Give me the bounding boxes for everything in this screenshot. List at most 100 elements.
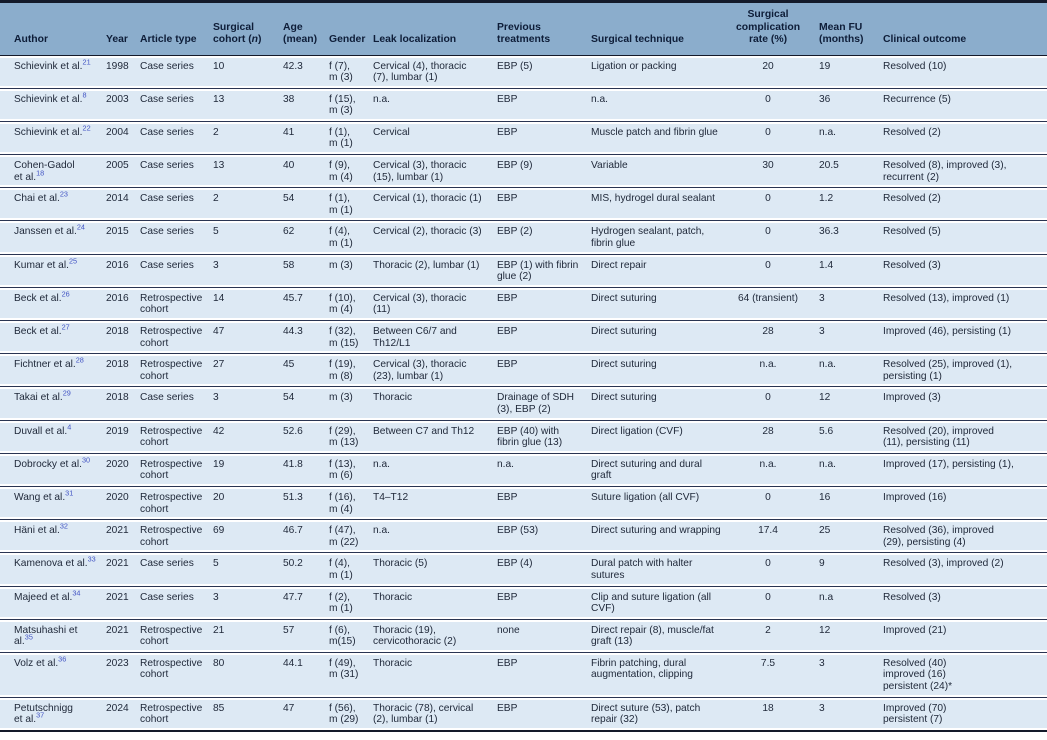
table-row: Duvall et al.4 2019 Retrospective cohort 42… bbox=[0, 420, 1047, 454]
cell-complication: 0 bbox=[729, 88, 819, 122]
citation-reference-link[interactable]: 26 bbox=[61, 289, 70, 299]
cell-author: Duvall et al.4 bbox=[0, 420, 106, 454]
author-name: Fichtner et al. bbox=[14, 359, 76, 371]
author-name: Majeed et al. bbox=[14, 591, 73, 603]
cell-fu: 36 bbox=[819, 88, 883, 122]
citation-reference-link[interactable]: 21 bbox=[82, 57, 91, 67]
cell-technique: Direct suturing and dural graft bbox=[591, 453, 729, 487]
cell-year: 2020 bbox=[106, 486, 140, 521]
cell-previous: EBP bbox=[497, 88, 591, 122]
cell-author: Kumar et al.25 bbox=[0, 254, 106, 288]
cell-outcome: Recurrence (5) bbox=[883, 88, 1047, 122]
citation-reference-link[interactable]: 24 bbox=[76, 223, 85, 233]
cell-year: 2003 bbox=[106, 88, 140, 122]
citation-reference-link[interactable]: 28 bbox=[75, 355, 84, 365]
citation-reference-link[interactable]: 23 bbox=[59, 189, 68, 199]
cell-complication: 17.4 bbox=[729, 519, 819, 554]
citation-reference-link[interactable]: 30 bbox=[81, 455, 91, 465]
cell-complication: 28 bbox=[729, 420, 819, 454]
cell-leak: Thoracic (2), lumbar (1) bbox=[373, 254, 497, 288]
cell-gender: f (1), m (1) bbox=[329, 187, 373, 222]
cell-cohort: 21 bbox=[213, 619, 283, 653]
cell-author: Beck et al.27 bbox=[0, 320, 106, 355]
cell-outcome: Resolved (25), improved (1), persisting … bbox=[883, 353, 1047, 388]
cell-technique: Ligation or packing bbox=[591, 55, 729, 89]
cell-age: 44.3 bbox=[283, 320, 329, 355]
table-row: Schievink et al.8 2003 Case series 13 38 f (1… bbox=[0, 88, 1047, 122]
cell-fu: 9 bbox=[819, 552, 883, 587]
citation-reference-link[interactable]: 25 bbox=[68, 256, 78, 266]
cell-cohort: 27 bbox=[213, 353, 283, 388]
cell-outcome: Resolved (2) bbox=[883, 121, 1047, 156]
cell-leak: Cervical bbox=[373, 121, 497, 156]
cell-previous: EBP (40) with fibrin glue (13) bbox=[497, 420, 591, 454]
cell-year: 2016 bbox=[106, 287, 140, 322]
cell-cohort: 13 bbox=[213, 88, 283, 122]
citation-reference-link[interactable]: 8 bbox=[82, 90, 87, 100]
cell-author: Matsuhashi et al.35 bbox=[0, 619, 106, 653]
cell-gender: f (16), m (4) bbox=[329, 486, 373, 521]
cell-technique: Muscle patch and fibrin glue bbox=[591, 121, 729, 156]
cell-age: 51.3 bbox=[283, 486, 329, 521]
cell-complication: 0 bbox=[729, 187, 819, 222]
citation-reference-link[interactable]: 31 bbox=[65, 488, 74, 498]
cell-previous: EBP (1) with fibrin glue (2) bbox=[497, 254, 591, 288]
author-name: Beck et al. bbox=[14, 326, 62, 337]
author-name: Kamenova et al. bbox=[14, 558, 88, 570]
cell-author: Dobrocky et al.30 bbox=[0, 453, 106, 487]
citation-reference-link[interactable]: 34 bbox=[72, 588, 81, 598]
cell-previous: Drainage of SDH (3), EBP (2) bbox=[497, 386, 591, 421]
cell-technique: MIS, hydrogel dural sealant bbox=[591, 187, 729, 222]
citation-reference-link[interactable]: 37 bbox=[36, 710, 45, 720]
cell-age: 45 bbox=[283, 353, 329, 388]
cell-previous: EBP bbox=[497, 652, 591, 698]
column-header-year: Year bbox=[106, 0, 140, 56]
cell-author: Wang et al.31 bbox=[0, 486, 106, 521]
cell-complication: 0 bbox=[729, 552, 819, 587]
cell-previous: EBP (4) bbox=[497, 552, 591, 587]
cell-cohort: 14 bbox=[213, 287, 283, 322]
citation-reference-link[interactable]: 27 bbox=[61, 322, 70, 332]
author-name: Schievink et al. bbox=[14, 126, 83, 138]
author-name: Häni et al. bbox=[14, 525, 60, 537]
author-name: Janssen et al. bbox=[14, 226, 77, 238]
citation-reference-link[interactable]: 4 bbox=[67, 422, 72, 432]
cell-previous: EBP bbox=[497, 586, 591, 620]
cell-leak: Thoracic bbox=[373, 386, 497, 421]
cell-cohort: 69 bbox=[213, 519, 283, 554]
table-row: Majeed et al.34 2021 Case series 3 47.7 f (2)… bbox=[0, 586, 1047, 620]
cell-cohort: 3 bbox=[213, 386, 283, 421]
author-name: Matsuhashi et al. bbox=[14, 624, 78, 648]
cell-author: Schievink et al.21 bbox=[0, 55, 106, 89]
cell-previous: n.a. bbox=[497, 453, 591, 487]
table-row: Chai et al.23 2014 Case series 2 54 f (1), m … bbox=[0, 187, 1047, 222]
cell-age: 45.7 bbox=[283, 287, 329, 322]
citation-reference-link[interactable]: 33 bbox=[87, 554, 96, 564]
citation-reference-link[interactable]: 36 bbox=[58, 654, 67, 664]
column-header-type: Article type bbox=[140, 0, 213, 56]
cell-gender: f (29), m (13) bbox=[329, 420, 373, 454]
cell-leak: Cervical (2), thoracic (3) bbox=[373, 220, 497, 255]
citation-reference-link[interactable]: 32 bbox=[59, 521, 68, 531]
column-header-previous: Previous treatments bbox=[497, 0, 591, 56]
cell-cohort: 3 bbox=[213, 254, 283, 288]
cell-leak: Thoracic (5) bbox=[373, 552, 497, 587]
author-name: Petutschnigg et al. bbox=[14, 702, 73, 726]
cell-previous: EBP bbox=[497, 187, 591, 222]
cell-previous: EBP bbox=[497, 320, 591, 355]
citation-reference-link[interactable]: 18 bbox=[36, 168, 45, 178]
citation-reference-link[interactable]: 29 bbox=[62, 388, 71, 398]
cell-year: 2023 bbox=[106, 652, 140, 698]
cell-leak: Cervical (1), thoracic (1) bbox=[373, 187, 497, 222]
cell-age: 38 bbox=[283, 88, 329, 122]
cell-type: Case series bbox=[140, 55, 213, 89]
citation-reference-link[interactable]: 22 bbox=[82, 123, 91, 133]
cell-type: Retrospective cohort bbox=[140, 619, 213, 653]
table-row: Matsuhashi et al.35 2021 Retrospective coh… bbox=[0, 619, 1047, 653]
citation-reference-link[interactable]: 35 bbox=[24, 632, 33, 642]
cell-technique: Clip and suture ligation (all CVF) bbox=[591, 586, 729, 620]
cell-fu: 1.2 bbox=[819, 187, 883, 222]
cell-technique: Direct ligation (CVF) bbox=[591, 420, 729, 454]
cell-year: 2021 bbox=[106, 519, 140, 554]
table-header: Author Year Article type Surgical cohort (n… bbox=[0, 0, 1047, 56]
